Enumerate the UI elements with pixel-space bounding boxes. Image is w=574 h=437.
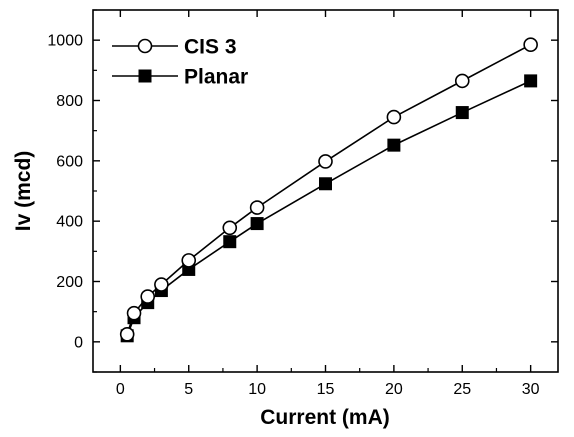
x-tick-label: 25: [453, 381, 471, 398]
y-tick-label: 800: [56, 93, 83, 110]
series-line: [126, 80, 531, 337]
legend-marker: [137, 38, 153, 54]
data-point: [249, 200, 265, 215]
data-point: [387, 138, 401, 152]
data-point: [250, 217, 264, 231]
legend-label: Planar: [184, 66, 248, 89]
legend-item: CIS 3: [112, 36, 237, 59]
x-axis-title: Current (mA): [260, 406, 390, 429]
data-point: [455, 106, 469, 120]
x-tick-label: 15: [317, 381, 335, 398]
legend-item: Planar: [112, 66, 248, 89]
series-planar: [120, 74, 538, 343]
y-tick-label: 600: [56, 153, 83, 170]
series-layer: [119, 37, 538, 343]
y-axis-ticks: 0 200 400 600 800 1000: [47, 9, 558, 373]
data-point: [524, 74, 538, 88]
legend-label: CIS 3: [184, 36, 237, 59]
y-tick-label: 1000: [47, 33, 83, 50]
legend-marker: [138, 69, 152, 83]
plot-frame: [92, 9, 559, 373]
y-tick-label: 400: [56, 214, 83, 231]
data-point: [222, 220, 238, 236]
data-point: [126, 305, 142, 321]
data-point: [319, 177, 332, 191]
x-tick-label: 0: [116, 381, 125, 398]
data-point: [154, 277, 169, 292]
x-tick-label: 10: [248, 381, 266, 398]
legend: CIS 3 Planar: [112, 36, 248, 89]
data-point: [181, 253, 197, 268]
data-point: [318, 154, 333, 169]
data-point: [119, 326, 135, 342]
x-tick-label: 5: [184, 381, 193, 398]
x-tick-label: 20: [385, 381, 403, 398]
data-point: [523, 37, 538, 52]
y-tick-label: 0: [74, 334, 83, 351]
data-point: [386, 109, 402, 125]
data-point: [454, 73, 470, 89]
y-axis-title: Iv (mcd): [12, 151, 35, 232]
x-axis-ticks: 0 5 10 15 20 25 30: [116, 10, 540, 398]
data-point: [140, 289, 156, 304]
data-point: [223, 235, 237, 249]
series-cis-3: [119, 37, 538, 342]
y-tick-label: 200: [56, 274, 83, 291]
x-tick-label: 30: [522, 381, 540, 398]
